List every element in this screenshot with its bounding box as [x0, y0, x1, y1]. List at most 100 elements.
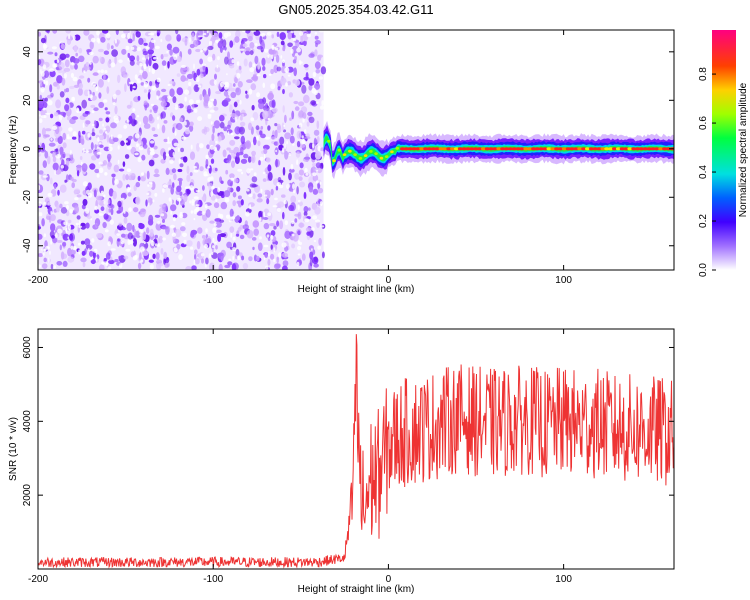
noise-cell: [249, 50, 254, 56]
y-tick-label: 4000: [22, 410, 33, 433]
noise-cell: [229, 208, 234, 218]
signal-peak: [400, 147, 405, 151]
noise-cell: [250, 157, 255, 162]
noise-gap: [157, 123, 160, 130]
noise-cell: [82, 198, 88, 206]
noise-cell: [293, 67, 298, 77]
noise-cell: [143, 100, 148, 106]
noise-cell: [236, 99, 240, 103]
noise-cell: [273, 64, 279, 74]
noise-cell: [275, 185, 279, 191]
noise-cell: [81, 250, 86, 256]
noise-cell: [56, 239, 63, 243]
noise-gap: [129, 207, 131, 212]
noise-cell: [138, 37, 144, 46]
noise-cell: [172, 126, 175, 133]
noise-cell: [313, 137, 317, 147]
noise-gap: [114, 179, 119, 185]
noise-cell: [140, 208, 146, 213]
noise-gap: [246, 168, 251, 174]
noise-cell: [135, 181, 141, 188]
noise-gap: [264, 48, 269, 53]
noise-cell: [299, 181, 306, 188]
noise-cell: [143, 231, 147, 240]
noise-cell: [44, 134, 50, 138]
x-tick-label: -100: [203, 574, 223, 585]
noise-gap: [127, 58, 130, 61]
noise-cell: [69, 85, 75, 90]
noise-cell: [80, 240, 85, 245]
noise-cell: [174, 228, 182, 238]
signal-peak: [646, 147, 652, 151]
noise-cell: [210, 158, 215, 164]
noise-cell: [81, 163, 88, 172]
noise-cell: [74, 63, 78, 70]
noise-cell: [156, 90, 161, 97]
noise-gap: [226, 32, 232, 37]
noise-cell: [142, 71, 148, 80]
noise-gap: [157, 221, 161, 225]
signal-peak: [608, 147, 613, 151]
noise-cell: [55, 99, 62, 109]
noise-gap: [250, 117, 255, 122]
noise-gap: [261, 33, 266, 37]
noise-gap: [88, 248, 90, 252]
noise-cell: [142, 50, 148, 56]
noise-gap: [53, 265, 57, 269]
noise-cell: [124, 154, 130, 159]
noise-cell: [145, 58, 149, 67]
noise-cell: [98, 92, 102, 99]
noise-cell: [110, 208, 114, 216]
noise-gap: [193, 169, 199, 173]
spectrogram-y-ticks: -40 -20 0 20 40: [22, 46, 674, 253]
noise-gap: [284, 67, 290, 73]
noise-cell: [303, 191, 307, 200]
noise-cell: [117, 238, 121, 242]
noise-gap: [60, 165, 65, 169]
noise-cell: [148, 89, 151, 93]
noise-gap: [291, 220, 295, 224]
noise-cell: [295, 151, 301, 158]
noise-gap: [95, 256, 98, 262]
noise-cell: [223, 126, 228, 132]
noise-gap: [213, 223, 217, 227]
noise-cell: [282, 46, 285, 52]
noise-cell: [76, 194, 82, 198]
noise-gap: [286, 140, 288, 145]
signal-peak: [565, 147, 571, 151]
noise-cell: [252, 193, 256, 200]
noise-cell: [169, 49, 173, 56]
noise-gap: [148, 254, 151, 259]
noise-gap: [120, 241, 125, 245]
noise-gap: [42, 175, 48, 178]
noise-cell: [298, 169, 304, 176]
noise-gap: [69, 209, 74, 214]
signal-peak: [569, 147, 575, 151]
noise-cell: [228, 63, 235, 69]
noise-cell: [222, 149, 227, 158]
noise-gap: [291, 233, 295, 237]
noise-cell: [282, 105, 285, 113]
noise-gap: [123, 140, 128, 143]
noise-gap: [271, 44, 275, 50]
noise-gap: [154, 45, 160, 50]
noise-gap: [168, 197, 172, 202]
noise-gap: [42, 108, 46, 111]
noise-cell: [303, 94, 310, 104]
noise-cell: [110, 204, 115, 209]
noise-cell: [79, 75, 85, 79]
noise-gap: [47, 192, 53, 197]
noise-cell: [282, 166, 286, 176]
noise-gap: [125, 224, 127, 229]
noise-cell: [266, 198, 270, 205]
noise-cell: [235, 248, 240, 257]
signal-peak: [531, 147, 536, 151]
noise-gap: [274, 197, 278, 201]
noise-cell: [273, 263, 281, 270]
noise-gap: [126, 186, 130, 193]
noise-gap: [127, 239, 131, 245]
noise-gap: [48, 68, 55, 72]
noise-gap: [38, 185, 41, 191]
noise-cell: [92, 72, 99, 76]
noise-gap: [267, 117, 270, 121]
